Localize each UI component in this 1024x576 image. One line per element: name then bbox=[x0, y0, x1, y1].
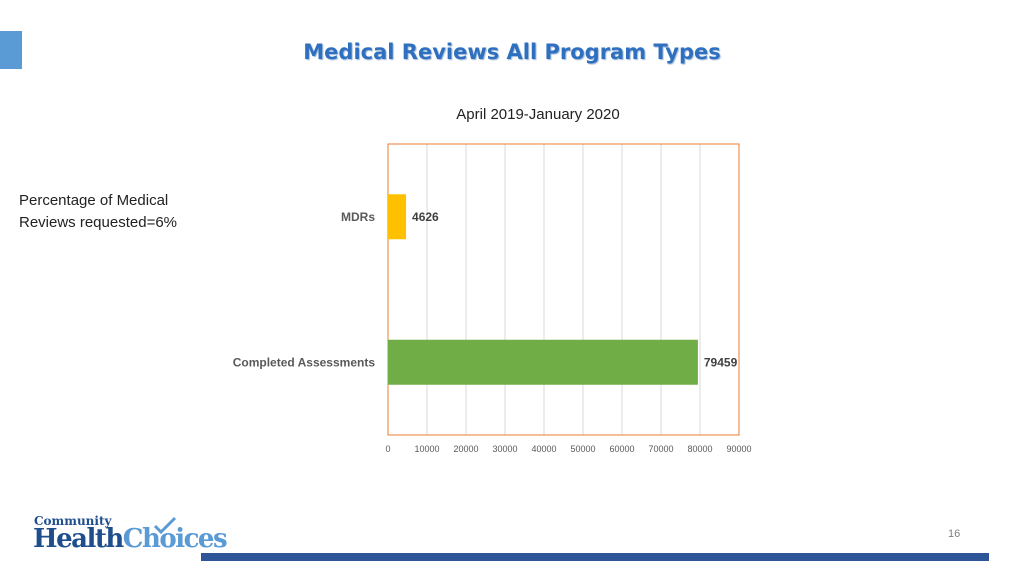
x-tick-label: 40000 bbox=[531, 444, 556, 454]
chart-subtitle: April 2019-January 2020 bbox=[456, 106, 620, 123]
footer-bar bbox=[201, 553, 989, 561]
logo-choices: Choices bbox=[122, 524, 228, 554]
x-tick-label: 20000 bbox=[453, 444, 478, 454]
accent-square bbox=[0, 31, 22, 69]
x-tick-label: 10000 bbox=[414, 444, 439, 454]
bar bbox=[388, 194, 407, 240]
x-tick-label: 50000 bbox=[570, 444, 595, 454]
side-note: Percentage of Medical Reviews requested=… bbox=[19, 192, 178, 231]
x-tick-label: 90000 bbox=[726, 444, 751, 454]
x-tick-label: 0 bbox=[385, 444, 390, 454]
category-label: MDRs bbox=[341, 210, 375, 224]
bar bbox=[388, 339, 698, 385]
data-label: 79459 bbox=[704, 355, 738, 369]
category-label: Completed Assessments bbox=[233, 355, 376, 369]
plot-area-border bbox=[387, 143, 740, 436]
data-label: 4626 bbox=[412, 210, 439, 224]
logo-health: Health bbox=[33, 524, 124, 554]
x-tick-label: 60000 bbox=[609, 444, 634, 454]
page-number: 16 bbox=[948, 528, 961, 540]
logo-line2: HealthChoices bbox=[33, 524, 228, 554]
x-tick-label: 70000 bbox=[648, 444, 673, 454]
checkmark-icon bbox=[153, 516, 177, 534]
logo-line1: Community bbox=[34, 514, 112, 528]
community-health-choices-logo: Community HealthChoices bbox=[33, 514, 228, 562]
x-tick-label: 80000 bbox=[687, 444, 712, 454]
slide-title: Medical Reviews All Program Types bbox=[303, 40, 721, 64]
x-tick-label: 30000 bbox=[492, 444, 517, 454]
